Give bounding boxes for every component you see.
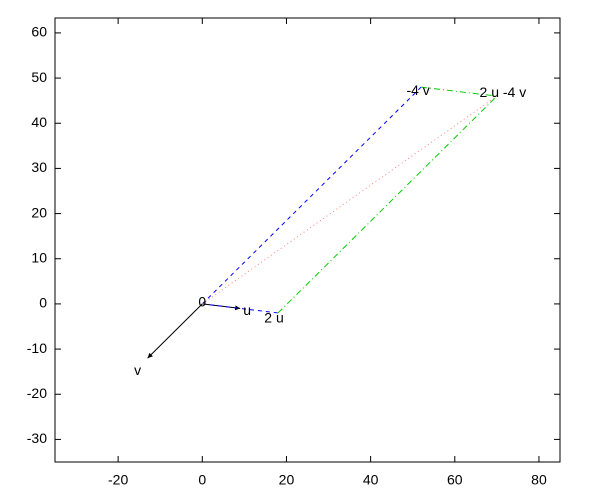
x-tick-label: 20 bbox=[279, 472, 295, 488]
point-label: u bbox=[243, 302, 251, 318]
vector bbox=[201, 86, 422, 305]
point-label: 0 bbox=[198, 294, 206, 310]
point-label: 2 u -4 v bbox=[480, 84, 527, 100]
plot-frame bbox=[54, 17, 561, 463]
y-tick-label: -20 bbox=[27, 385, 47, 401]
point-label: -4 v bbox=[406, 82, 429, 98]
y-tick-label: -30 bbox=[27, 430, 47, 446]
y-tick-label: -10 bbox=[27, 340, 47, 356]
vector bbox=[202, 95, 498, 305]
x-tick-label: 60 bbox=[447, 472, 463, 488]
y-tick-label: 30 bbox=[31, 159, 47, 175]
point-label: 2 u bbox=[264, 310, 283, 326]
y-tick-label: 0 bbox=[39, 295, 47, 311]
y-tick-label: 60 bbox=[31, 24, 47, 40]
x-tick-label: 40 bbox=[363, 472, 379, 488]
y-tick-label: 50 bbox=[31, 69, 47, 85]
x-tick-label: 0 bbox=[198, 472, 206, 488]
y-tick-label: 10 bbox=[31, 249, 47, 265]
vector bbox=[147, 303, 203, 359]
x-tick-label: 80 bbox=[531, 472, 547, 488]
y-tick-label: 20 bbox=[31, 204, 47, 220]
x-tick-label: -20 bbox=[108, 472, 128, 488]
point-label: v bbox=[134, 362, 141, 378]
y-tick-label: 40 bbox=[31, 114, 47, 130]
vector bbox=[277, 95, 498, 314]
